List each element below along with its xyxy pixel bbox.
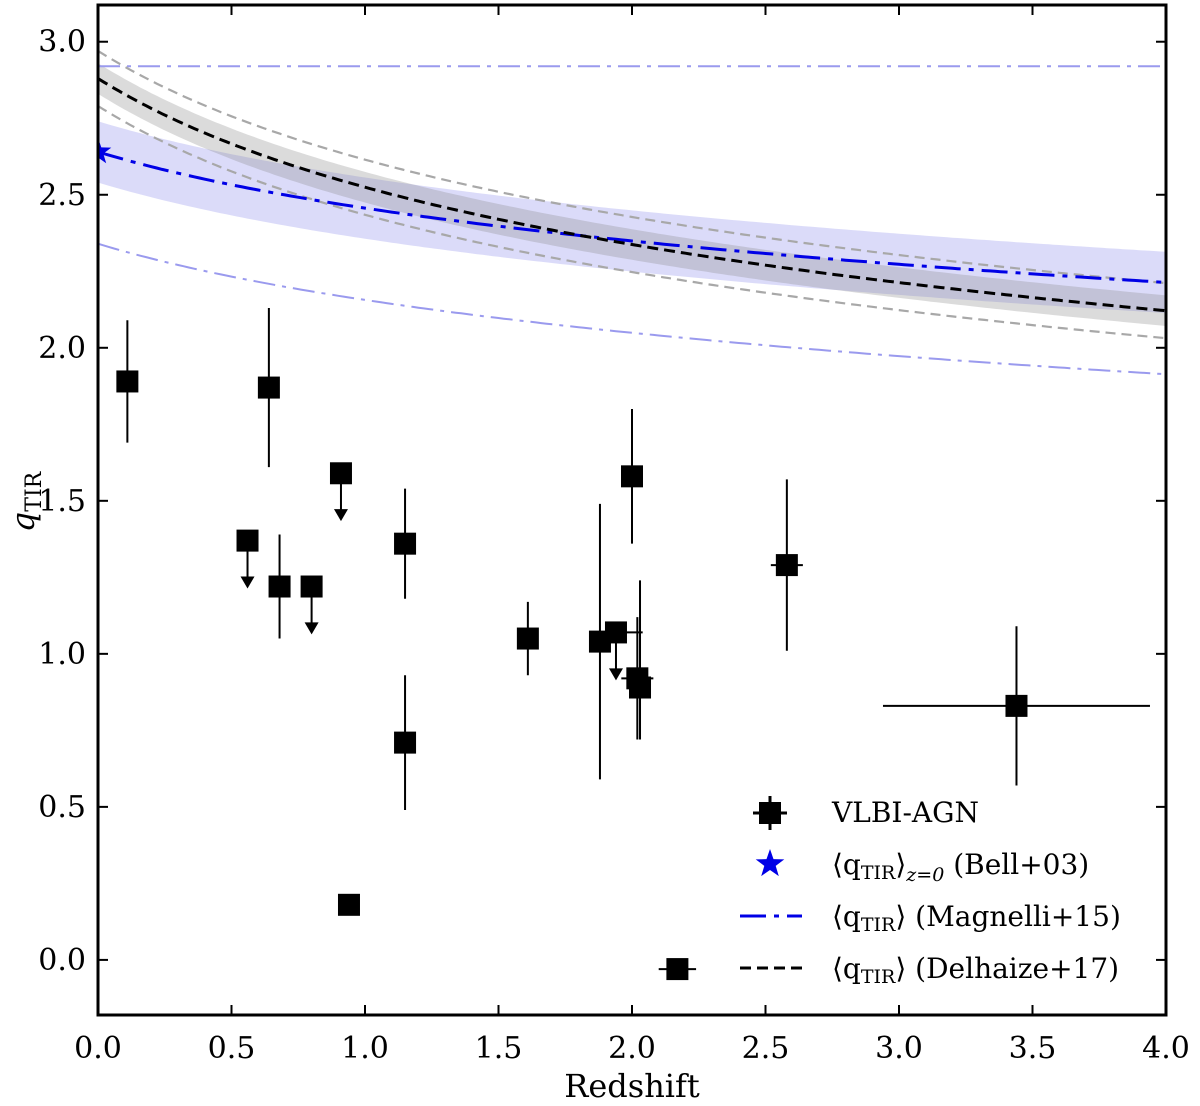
bell-z0-star (98, 137, 112, 164)
magnelli-curve (98, 150, 1166, 284)
svg-text:qTIR: qTIR (4, 470, 47, 532)
x-tick-label: 1.0 (341, 1031, 389, 1066)
x-tick-label: 2.5 (742, 1031, 790, 1066)
x-tick-label: 3.5 (1009, 1031, 1057, 1066)
legend-entry-bell: ⟨qTIR⟩z=0 (Bell+03) (755, 848, 1089, 886)
legend-label-bell: ⟨qTIR⟩z=0 (Bell+03) (832, 848, 1089, 886)
legend-label-magnelli: ⟨qTIR⟩ (Magnelli+15) (832, 900, 1121, 936)
data-point-4 (300, 575, 323, 635)
data-points (116, 308, 1150, 981)
square-marker (666, 958, 689, 981)
upper-limit-arrow (608, 668, 623, 681)
legend: VLBI-AGN ⟨qTIR⟩z=0 (Bell+03) ⟨qTIR⟩ (Mag… (740, 796, 1121, 988)
model-bands (98, 63, 1166, 326)
data-point-14 (629, 580, 652, 740)
square-marker (337, 893, 360, 916)
square-marker (236, 529, 259, 552)
square-marker (300, 575, 323, 598)
x-axis-label: Redshift (564, 1067, 700, 1105)
data-point-1 (236, 529, 259, 589)
upper-limit-arrow (240, 576, 255, 589)
legend-label-delhaize: ⟨qTIR⟩ (Delhaize+17) (832, 952, 1119, 988)
legend-marker-star (755, 849, 785, 877)
magnelli-lower-bound (98, 242, 1166, 376)
delhaize-upper-bound (98, 49, 1166, 285)
data-point-2 (257, 308, 280, 468)
square-marker (268, 575, 291, 598)
legend-entry-delhaize: ⟨qTIR⟩ (Delhaize+17) (740, 952, 1119, 988)
x-tick-label: 4.0 (1142, 1031, 1190, 1066)
delhaize-lower-bound (98, 105, 1166, 340)
y-tick-label: 1.5 (38, 484, 86, 519)
data-point-15 (770, 479, 803, 651)
square-marker (629, 676, 652, 699)
data-point-8 (394, 675, 417, 810)
upper-limit-arrow (304, 622, 319, 635)
legend-entry-magnelli: ⟨qTIR⟩ (Magnelli+15) (740, 900, 1121, 936)
x-tick-label: 0.0 (74, 1031, 122, 1066)
data-point-6 (337, 893, 360, 916)
square-marker (394, 731, 417, 754)
data-point-7 (394, 488, 417, 599)
x-tick-label: 2.0 (608, 1031, 656, 1066)
y-axis-label: qTIR (4, 470, 47, 532)
y-axis-label-sub: TIR (22, 470, 47, 511)
data-point-0 (116, 320, 139, 443)
data-point-17 (658, 958, 697, 981)
square-marker (394, 532, 417, 555)
data-point-12 (621, 409, 643, 544)
y-tick-label: 2.5 (38, 178, 86, 213)
x-tick-label: 0.5 (208, 1031, 256, 1066)
legend-marker-square (753, 796, 787, 830)
square-marker (257, 376, 280, 399)
data-point-5 (329, 462, 352, 522)
square-marker (516, 627, 539, 650)
square-marker (621, 465, 643, 488)
data-point-3 (268, 534, 291, 639)
legend-label-vlbi: VLBI-AGN (831, 796, 979, 829)
y-tick-label: 0.0 (38, 943, 86, 978)
upper-limit-arrow (333, 509, 348, 522)
square-marker (116, 370, 139, 393)
y-tick-label: 3.0 (38, 25, 86, 60)
square-marker (1005, 694, 1028, 717)
data-point-16 (882, 626, 1150, 786)
square-marker (775, 554, 798, 577)
y-tick-label: 0.5 (38, 790, 86, 825)
legend-entry-vlbi: VLBI-AGN (753, 796, 979, 830)
y-axis-label-main: q (4, 512, 42, 532)
x-tick-label: 1.5 (475, 1031, 523, 1066)
axis-ticks: 0.0 0.5 1.0 1.5 2.0 2.5 3.0 3.5 4.0 0.0 0.5 1.0 1.5 2… (38, 5, 1190, 1066)
y-tick-label: 2.0 (38, 331, 86, 366)
delhaize-curve (98, 77, 1166, 313)
square-marker (329, 462, 352, 485)
data-point-11 (589, 621, 643, 681)
data-point-9 (516, 601, 539, 676)
square-marker (604, 621, 627, 644)
y-tick-label: 1.0 (38, 637, 86, 672)
model-curves (98, 49, 1166, 376)
x-tick-label: 3.0 (875, 1031, 923, 1066)
